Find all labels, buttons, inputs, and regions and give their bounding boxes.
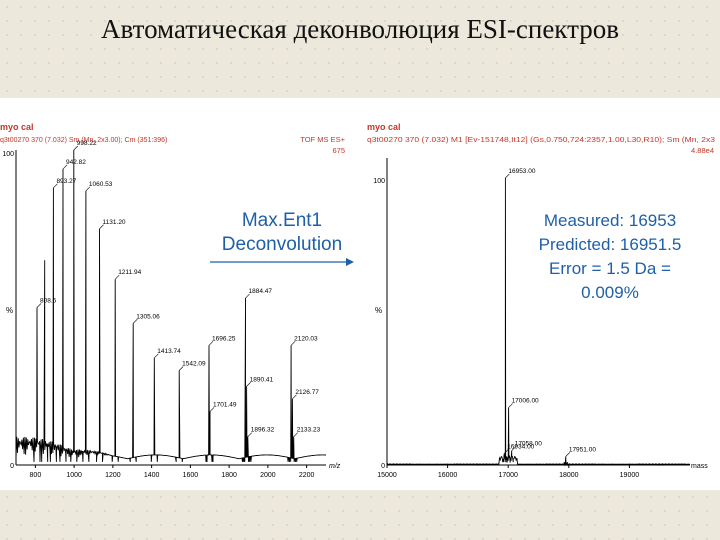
left-peak-label: 1890.41 [250,376,274,383]
right-spectrum-trace [386,177,691,467]
right-xtick-label: 19000 [620,472,640,479]
right-sample-name: myo cal [367,122,401,132]
right-intensity: 4.88e4 [691,146,714,155]
left-peak-label: 808.5 [40,298,57,305]
left-peak-leader [246,382,251,387]
left-peak-leader [36,303,42,308]
left-peak-label: 1060.53 [89,181,113,188]
left-peak-leader [99,224,104,229]
left-peak-label: 1211.94 [118,269,141,276]
right-ytick-0: 0 [381,463,385,470]
left-peak-label: 1542.09 [182,361,206,368]
right-peak-label: 16934.00 [507,444,534,451]
left-peak-label: 1696.25 [212,335,236,342]
result-percent: 0.009% [581,283,639,302]
left-peak-leader [62,164,68,170]
left-xtick-label: 1200 [105,472,121,479]
left-peak-leader [293,432,298,437]
left-xlabel: m/z [329,463,341,470]
right-peak-label: 17058.00 [515,441,542,448]
right-xtick-label: 17000 [498,472,518,479]
left-intensity: 675 [332,146,345,155]
spectra-svg: myo cal q3t00270 370 (7.032) Sm (Mn, 2x3… [0,122,715,479]
right-peak-labels: 16934.00 16953.00 17006.00 17058.00 17951.00 [503,168,596,457]
right-xtick-label: 18000 [559,472,579,479]
right-peak-label: 17006.00 [512,398,539,405]
left-xtick-label: 800 [30,472,42,479]
left-xtick-label: 1000 [66,472,82,479]
left-peak-label: 2133.23 [297,427,321,434]
left-xtick-label: 1800 [221,472,237,479]
left-peak-label: 1131.20 [103,219,126,226]
right-xtick-label: 16000 [438,472,458,479]
left-peak-leader [292,394,297,400]
left-xtick-label: 1400 [144,472,160,479]
result-measured: Measured: 16953 [544,211,676,230]
left-peak-leader [114,274,120,280]
left-peak-label: 942.82 [66,159,86,166]
right-peak-leader [505,173,510,179]
left-spectrum-trace [15,149,326,462]
left-peak-labels: 808.5 893.27 942.82 998.22 1060.53 1131.20 121… [36,140,321,437]
slide-title: Автоматическая деконволюция ESI-спектров [101,14,619,44]
spectra-figure: myo cal q3t00270 370 (7.032) Sm (Mn, 2x3… [0,98,720,490]
left-peak-label: 1305.06 [136,313,160,320]
left-peak-leader [208,341,214,346]
left-peak-label: 2126.77 [295,389,319,396]
right-peak-label: 17951.00 [569,446,596,453]
left-peak-leader [85,186,91,192]
left-peak-leader [290,341,296,346]
result-predicted: Predicted: 16951.5 [539,235,682,254]
left-peak-leader [133,319,138,324]
method-line-1: Max.Ent1 [242,210,322,231]
right-ylabel: % [375,306,382,315]
left-peak-leader [53,183,58,189]
right-peak-leader [511,446,516,451]
left-xtick-label: 1600 [183,472,199,479]
right-xlabel: mass [691,463,708,470]
left-scan-info: q3t00270 370 (7.032) Sm (Mn, 2x3.00); Cm… [0,137,167,144]
right-peak-leader [565,452,571,457]
left-peak-label: 1884.47 [248,288,272,295]
left-peak-label: 998.22 [77,140,97,147]
result-error: Error = 1.5 Da = [549,259,671,278]
left-ytick-0: 0 [10,463,14,470]
left-peak-label: 1701.49 [213,401,237,408]
left-instrument: TOF MS ES+ [300,135,345,144]
left-ytick-100: 100 [2,151,14,158]
right-ytick-100: 100 [373,178,385,185]
method-line-2: Deconvolution [222,234,342,255]
right-scan-info: q3t00270 370 (7.032) M1 [Ev-151748,It12]… [367,137,715,144]
left-peak-leader [209,407,215,412]
arrow-head [346,258,354,266]
left-peak-label: 2120.03 [294,335,318,342]
left-peak-leader [247,432,252,437]
left-xtick-label: 2200 [299,472,315,479]
left-sample-name: myo cal [0,122,34,132]
left-xtick-label: 2000 [260,472,276,479]
right-peak-leader [503,449,509,454]
left-peak-leader [154,353,159,359]
right-xtick-label: 15000 [377,472,397,479]
left-peak-leader [73,145,78,151]
left-peak-label: 893.27 [56,178,76,185]
left-peak-leader [245,293,250,299]
right-x-ticks: 15000 16000 17000 18000 19000 [377,465,639,479]
right-peak-label: 16953.00 [508,168,535,175]
left-peak-label: 1896.32 [251,427,275,434]
left-peak-label: 1413.74 [157,348,181,355]
left-ylabel: % [6,306,13,315]
right-peak-leader [508,403,513,408]
left-x-ticks: 800 1000 1200 1400 1600 1800 2000 2200 [30,465,315,479]
left-peak-leader [178,366,184,371]
